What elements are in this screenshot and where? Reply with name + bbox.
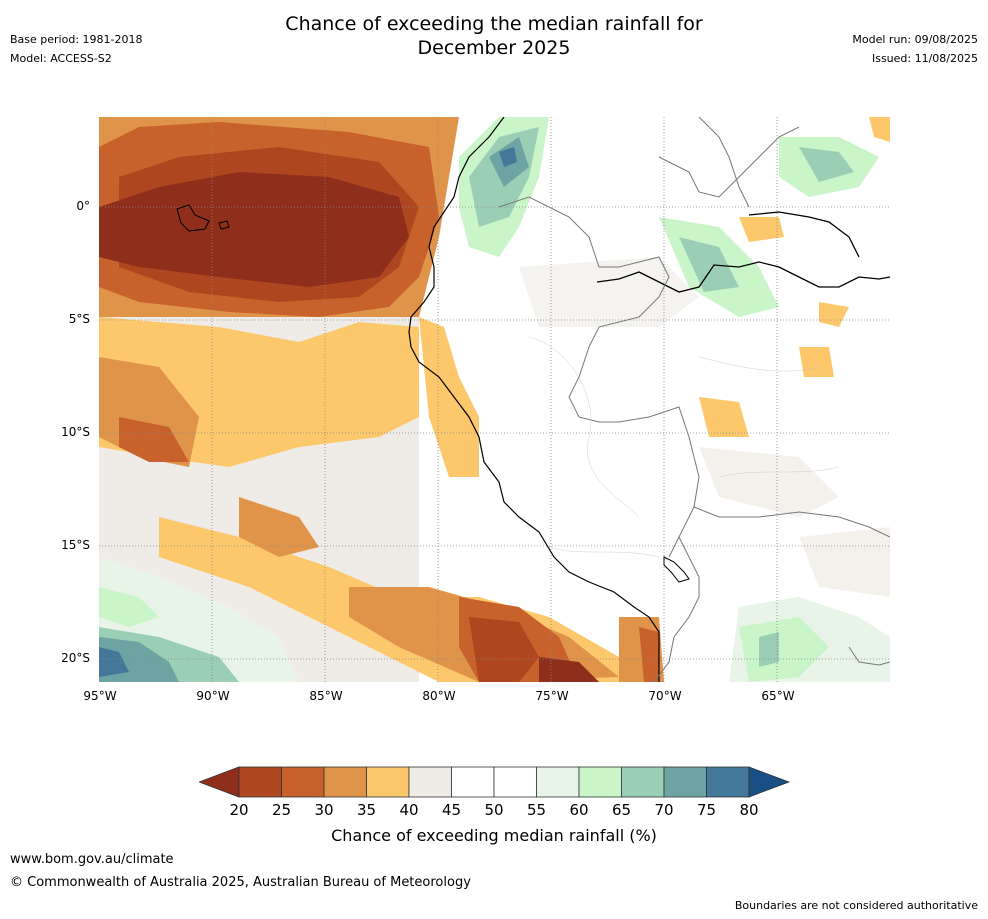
lon-label-70w: 70°W — [648, 689, 682, 703]
lon-label-90w: 90°W — [196, 689, 230, 703]
colorbar-tick-label: 65 — [611, 801, 632, 819]
footer-disclaimer: Boundaries are not considered authoritat… — [734, 899, 978, 912]
colorbar-tick-label: 50 — [484, 801, 504, 819]
colorbar-tick-label: 20 — [229, 801, 249, 819]
colorbar-cell — [706, 766, 750, 798]
colorbar-cell — [621, 766, 665, 798]
colorbar-tick-label: 75 — [696, 801, 717, 819]
colorbar-cell — [451, 766, 495, 798]
issued-date: Issued: 11/08/2025 — [871, 52, 978, 65]
colorbar-tick-label: 70 — [654, 801, 674, 819]
title-line-1: Chance of exceeding the median rainfall … — [285, 13, 703, 35]
colorbar-tick-label: 45 — [441, 801, 462, 819]
colorbar-extend-low — [199, 766, 240, 798]
colorbar-tick-label: 55 — [526, 801, 547, 819]
map-title: Chance of exceeding the median rainfall … — [0, 12, 988, 60]
colorbar-cell — [493, 766, 537, 798]
colorbar-cell — [281, 766, 325, 798]
lon-label-75w: 75°W — [535, 689, 569, 703]
lat-label-15s: 15°S — [61, 538, 90, 552]
lon-label-80w: 80°W — [422, 689, 456, 703]
model-name: Model: ACCESS-S2 — [10, 52, 112, 65]
colorbar — [199, 766, 791, 798]
colorbar-tick-label: 30 — [314, 801, 334, 819]
metadata-left: Base period: 1981-2018 Model: ACCESS-S2 — [10, 30, 142, 68]
lat-label-0: 0° — [76, 199, 90, 213]
colorbar-cell — [366, 766, 410, 798]
colorbar-tick-label: 25 — [271, 801, 292, 819]
lat-label-5s: 5°S — [68, 312, 90, 326]
colorbar-cell — [323, 766, 367, 798]
rainfall-map — [99, 117, 890, 682]
model-run: Model run: 09/08/2025 — [852, 33, 978, 46]
colorbar-tick-label: 40 — [399, 801, 419, 819]
lon-label-85w: 85°W — [309, 689, 343, 703]
colorbar-tick-label: 35 — [356, 801, 377, 819]
lon-label-65w: 65°W — [761, 689, 795, 703]
colorbar-extend-high — [748, 766, 791, 798]
colorbar-cell — [663, 766, 707, 798]
colorbar-cell — [408, 766, 452, 798]
colorbar-cell — [578, 766, 622, 798]
lat-label-10s: 10°S — [61, 425, 90, 439]
colorbar-cell — [238, 766, 282, 798]
lat-label-20s: 20°S — [61, 651, 90, 665]
title-line-2: December 2025 — [417, 37, 571, 59]
colorbar-label: Chance of exceeding median rainfall (%) — [331, 826, 657, 845]
colorbar-tick-label: 80 — [739, 801, 759, 819]
colorbar-cell — [536, 766, 580, 798]
metadata-right: Model run: 09/08/2025 Issued: 11/08/2025 — [852, 30, 978, 68]
colorbar-tick-label: 60 — [569, 801, 589, 819]
base-period: Base period: 1981-2018 — [10, 33, 143, 46]
footer-url: www.bom.gov.au/climate — [10, 852, 174, 867]
footer-copyright: © Commonwealth of Australia 2025, Austra… — [10, 875, 471, 890]
lon-label-95w: 95°W — [83, 689, 117, 703]
map-canvas — [99, 117, 890, 682]
